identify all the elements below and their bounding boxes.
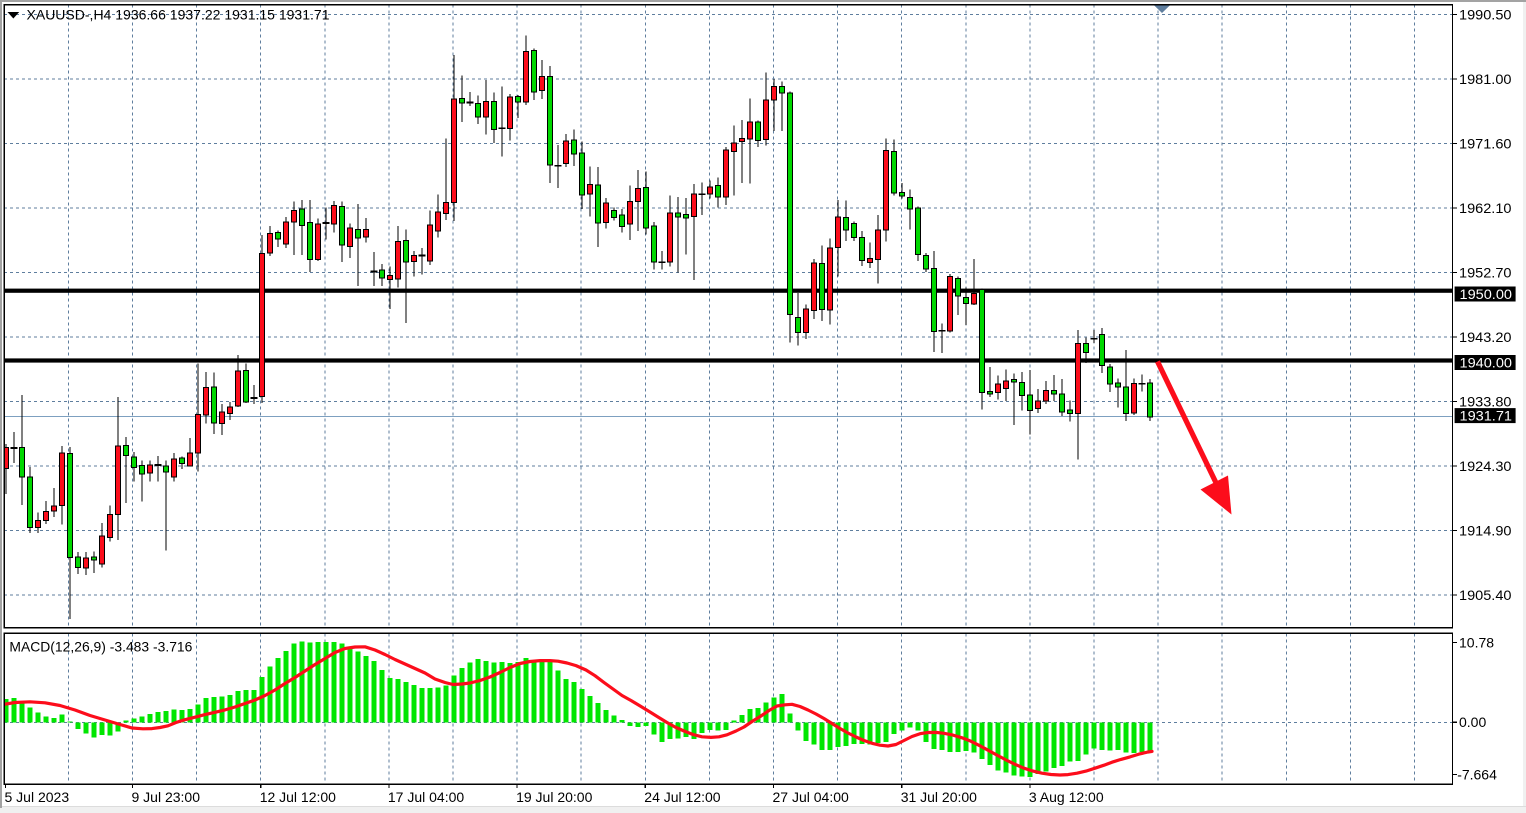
svg-text:27 Jul 04:00: 27 Jul 04:00 xyxy=(773,789,849,805)
svg-text:1981.00: 1981.00 xyxy=(1459,71,1512,87)
svg-text:0.00: 0.00 xyxy=(1459,714,1486,730)
svg-text:1971.60: 1971.60 xyxy=(1459,135,1512,151)
svg-text:10.78: 10.78 xyxy=(1459,635,1494,651)
svg-text:12 Jul 12:00: 12 Jul 12:00 xyxy=(260,789,336,805)
svg-text:31 Jul 20:00: 31 Jul 20:00 xyxy=(901,789,977,805)
svg-text:-7.664: -7.664 xyxy=(1457,767,1497,783)
svg-text:17 Jul 04:00: 17 Jul 04:00 xyxy=(388,789,464,805)
svg-text:1931.71: 1931.71 xyxy=(1460,408,1513,424)
svg-text:XAUUSD-,H4 1936.66 1937.22 193: XAUUSD-,H4 1936.66 1937.22 1931.15 1931.… xyxy=(27,7,330,23)
svg-text:1952.70: 1952.70 xyxy=(1459,264,1512,280)
svg-text:MACD(12,26,9) -3.483 -3.716: MACD(12,26,9) -3.483 -3.716 xyxy=(9,639,192,655)
svg-text:9 Jul 23:00: 9 Jul 23:00 xyxy=(132,789,201,805)
svg-text:1990.50: 1990.50 xyxy=(1459,6,1512,22)
svg-text:1924.30: 1924.30 xyxy=(1459,458,1512,474)
svg-text:19 Jul 20:00: 19 Jul 20:00 xyxy=(516,789,592,805)
svg-text:1933.80: 1933.80 xyxy=(1459,393,1512,409)
svg-text:24 Jul 12:00: 24 Jul 12:00 xyxy=(644,789,720,805)
svg-text:1950.00: 1950.00 xyxy=(1460,286,1513,302)
svg-text:1940.00: 1940.00 xyxy=(1460,354,1513,370)
svg-text:1943.20: 1943.20 xyxy=(1459,329,1512,345)
svg-text:1905.40: 1905.40 xyxy=(1459,587,1512,603)
svg-text:1914.90: 1914.90 xyxy=(1459,522,1512,538)
svg-text:1962.10: 1962.10 xyxy=(1459,200,1512,216)
svg-text:5 Jul 2023: 5 Jul 2023 xyxy=(5,789,70,805)
svg-text:3 Aug 12:00: 3 Aug 12:00 xyxy=(1029,789,1104,805)
